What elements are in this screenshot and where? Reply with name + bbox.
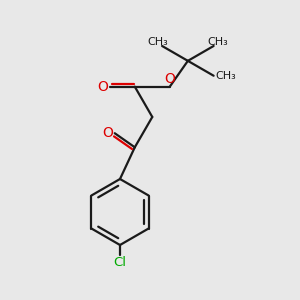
Text: CH₃: CH₃ bbox=[215, 71, 236, 81]
Text: O: O bbox=[97, 80, 108, 94]
Text: O: O bbox=[164, 72, 175, 86]
Text: CH₃: CH₃ bbox=[207, 37, 228, 47]
Text: Cl: Cl bbox=[113, 256, 127, 269]
Text: O: O bbox=[102, 126, 113, 140]
Text: CH₃: CH₃ bbox=[148, 37, 169, 47]
